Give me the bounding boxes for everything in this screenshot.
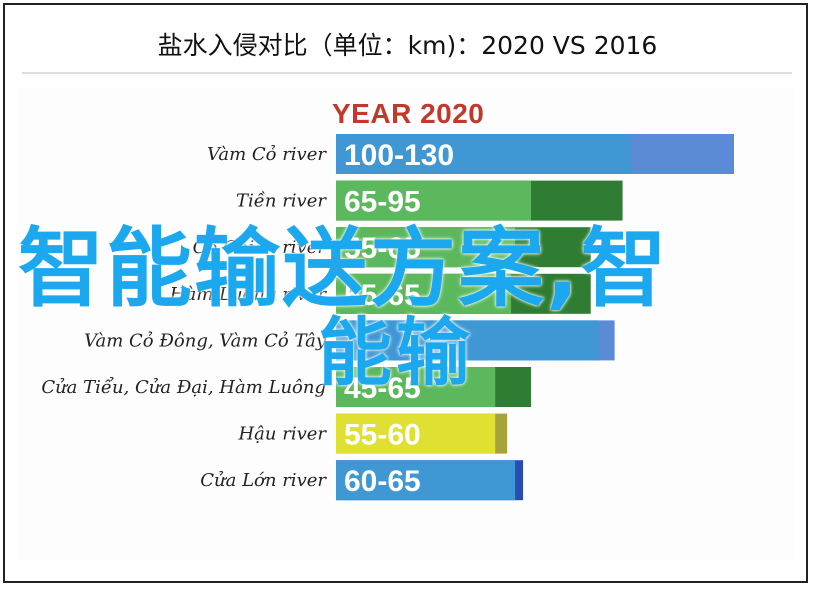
- bar: [336, 134, 631, 174]
- watermark-line-1: 智能输送方案,智: [18, 219, 669, 319]
- year-heading: YEAR 2020: [332, 98, 485, 129]
- category-label: Hàm Luông river: [169, 284, 328, 305]
- category-label: Cổ Chiên river: [193, 236, 328, 258]
- bar: [336, 460, 516, 501]
- bar-value-label: 65-95: [344, 186, 421, 219]
- bar: [336, 227, 516, 268]
- chart-title: 盐水入侵对比（单位：km)：2020 VS 2016: [157, 31, 658, 60]
- category-label: Vàm Cỏ Đông, Vàm Cỏ Tây: [84, 330, 327, 351]
- category-label: Cửa Lớn river: [200, 470, 327, 491]
- bar: [336, 367, 496, 407]
- watermark-line-2: 能输: [318, 310, 474, 396]
- bar-value-label: 45-65: [344, 372, 421, 405]
- category-label: Vàm Cỏ river: [207, 144, 327, 165]
- bar-value-label: 60-65: [344, 465, 421, 498]
- category-label: Hậu river: [237, 424, 327, 445]
- bar-value-label: 55-65: [344, 279, 421, 312]
- title-divider: [22, 72, 792, 74]
- category-label: Tiền river: [236, 191, 327, 212]
- category-label: Cửa Tiểu, Cửa Đại, Hàm Luông: [41, 376, 326, 398]
- bar: [336, 320, 599, 361]
- bar: [336, 273, 512, 314]
- bar: [336, 180, 532, 221]
- bar-value-label: 55-65: [344, 232, 421, 265]
- bar-value-label: 100-130: [344, 139, 454, 172]
- bar-value-label: 55-60: [344, 419, 421, 452]
- bar: [336, 413, 496, 454]
